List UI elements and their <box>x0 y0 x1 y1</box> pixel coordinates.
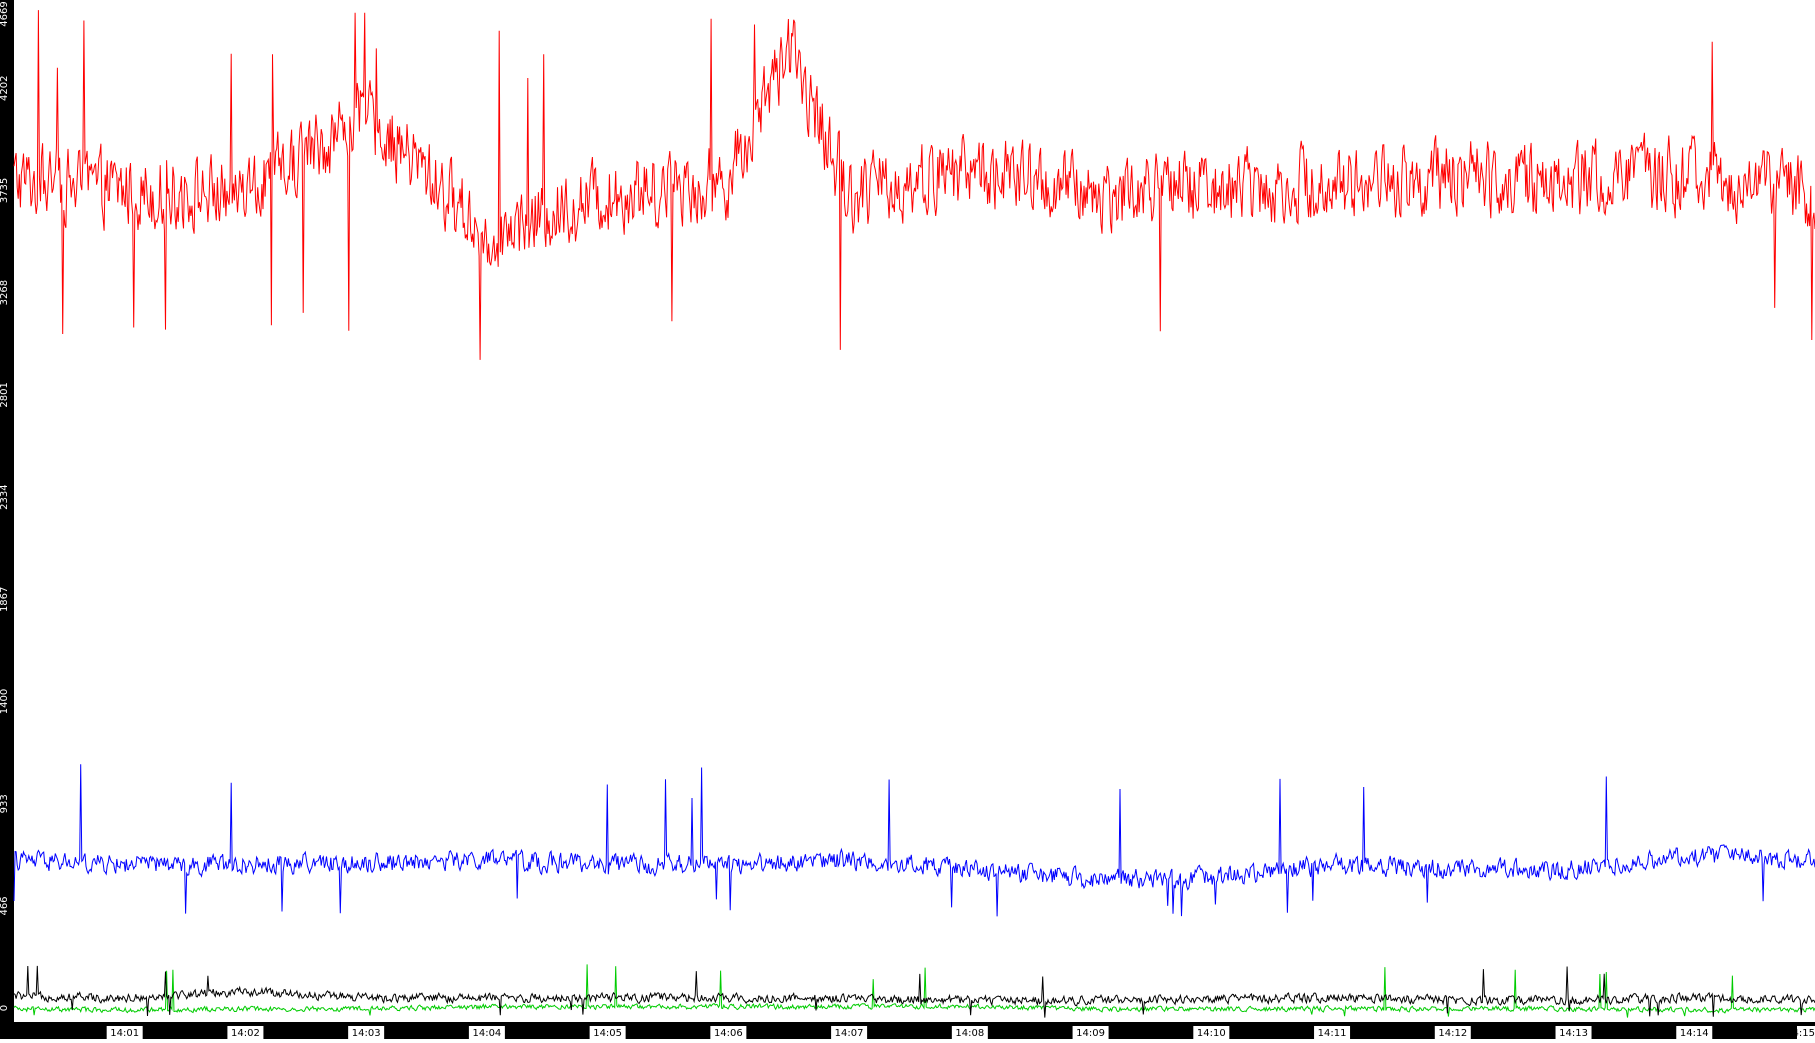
series-line <box>13 10 1815 360</box>
x-tick-label: 14:13 <box>1559 1028 1588 1039</box>
series-line <box>13 764 1815 917</box>
y-tick-label: 2334 <box>0 484 10 509</box>
x-axis-band <box>0 1022 1815 1039</box>
x-tick-label-bg <box>1434 1026 1471 1039</box>
y-tick-label: 3735 <box>0 178 10 203</box>
x-tick-label-bg <box>1072 1026 1109 1039</box>
x-tick-label: 14:11 <box>1318 1028 1347 1039</box>
x-tick-label: 14:06 <box>714 1028 743 1039</box>
x-tick-label-bg <box>1555 1026 1592 1039</box>
x-tick-label: 14:05 <box>593 1028 622 1039</box>
y-tick-label: 933 <box>0 794 10 813</box>
y-tick-label: 4202 <box>0 75 10 100</box>
y-tick-label: 466 <box>0 896 10 915</box>
x-tick-label-bg <box>1797 1026 1815 1039</box>
y-tick-label: 1867 <box>0 587 10 612</box>
y-axis: 0 466 933 1400 1867 2334 2801 3268 3735 4202 4669 <box>0 1 10 1011</box>
x-tick-label-bg <box>1193 1026 1230 1039</box>
x-tick-label: 14:08 <box>955 1028 984 1039</box>
x-tick-label-bg <box>348 1026 385 1039</box>
x-tick-label: 14:07 <box>835 1028 864 1039</box>
x-tick-label-bg <box>106 1026 143 1039</box>
y-tick-label: 0 <box>0 1005 10 1011</box>
x-tick-label-bg <box>710 1026 747 1039</box>
x-tick-label-bg <box>227 1026 264 1039</box>
x-tick-label-bg <box>831 1026 868 1039</box>
x-tick-label: 14:03 <box>352 1028 381 1039</box>
x-tick-label: 14:09 <box>1076 1028 1105 1039</box>
x-tick-label: 14:04 <box>472 1028 501 1039</box>
x-tick-label-bg <box>589 1026 626 1039</box>
x-tick-label-bg <box>1676 1026 1713 1039</box>
series-line <box>13 965 1815 1018</box>
y-tick-label: 1400 <box>0 689 10 714</box>
y-tick-label: 4669 <box>0 1 10 26</box>
x-tick-label-bg <box>1314 1026 1351 1039</box>
y-axis-band <box>0 0 14 1039</box>
plot-area <box>14 0 1815 1022</box>
y-tick-label: 2801 <box>0 382 10 407</box>
x-tick-label: 14:10 <box>1197 1028 1226 1039</box>
x-tick-label: 14:14 <box>1680 1028 1709 1039</box>
series-line <box>13 964 1815 1018</box>
x-tick-label: 14:12 <box>1438 1028 1467 1039</box>
x-tick-label: 14:01 <box>110 1028 139 1039</box>
x-tick-label-bg <box>468 1026 505 1039</box>
x-tick-label: 14:02 <box>231 1028 260 1039</box>
y-tick-label: 3268 <box>0 280 10 305</box>
x-axis: 14:01 14:02 14:03 14:04 14:05 14:06 14:07 14:08… <box>106 1022 1815 1039</box>
x-tick-label-bg <box>951 1026 988 1039</box>
series-layer <box>13 10 1815 1018</box>
x-tick-label: 14:15 <box>1786 1028 1815 1039</box>
